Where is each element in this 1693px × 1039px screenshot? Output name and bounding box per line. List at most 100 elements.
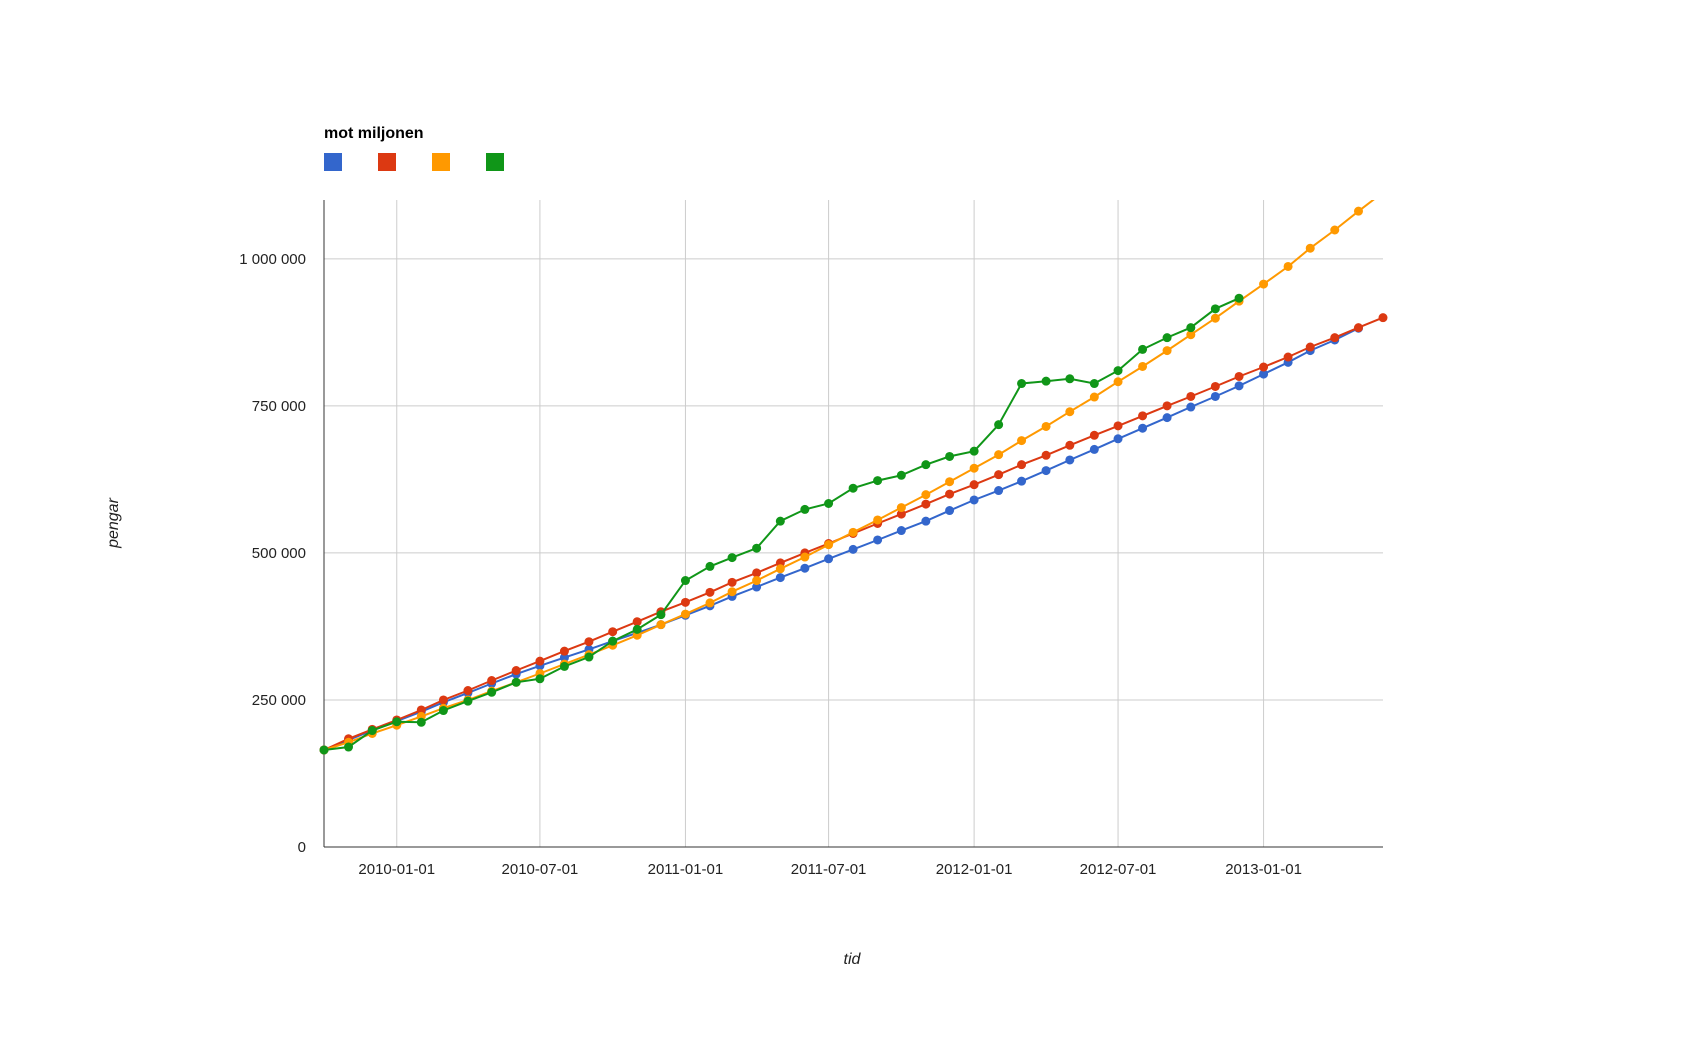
legend-title: mot miljonen: [324, 125, 424, 142]
data-point: [873, 476, 883, 486]
y-tick-label: 750 000: [252, 398, 306, 415]
data-point: [632, 624, 642, 634]
data-point: [656, 610, 666, 620]
data-point: [1017, 460, 1027, 470]
data-point: [945, 489, 955, 499]
data-point: [1234, 293, 1244, 303]
data-point: [775, 573, 785, 583]
y-tick-label: 250 000: [252, 692, 306, 709]
data-point: [1162, 413, 1172, 423]
data-point: [1138, 344, 1148, 354]
data-point: [1234, 371, 1244, 381]
data-point: [824, 554, 834, 564]
y-axis-tick-labels: 0 250 000 500 000 750 000 1 000 000: [239, 251, 306, 856]
data-point: [752, 576, 762, 586]
data-point: [1089, 430, 1099, 440]
x-tick-label: 2010-01-01: [358, 861, 435, 878]
data-point: [1113, 434, 1123, 444]
gridlines: [324, 200, 1383, 847]
data-point: [559, 646, 569, 656]
data-point: [487, 687, 497, 697]
data-point: [1210, 313, 1220, 323]
data-point: [1283, 352, 1293, 362]
data-point: [969, 495, 979, 505]
x-axis-title: tid: [844, 951, 862, 968]
data-point: [994, 450, 1004, 460]
data-point: [1041, 466, 1051, 476]
data-point: [1162, 346, 1172, 356]
data-point: [848, 483, 858, 493]
data-point: [775, 564, 785, 574]
data-point: [1186, 391, 1196, 401]
data-point: [945, 477, 955, 487]
data-point: [752, 582, 762, 592]
x-tick-label: 2012-01-01: [936, 861, 1013, 878]
data-point: [727, 587, 737, 597]
data-point: [1113, 377, 1123, 387]
data-point: [367, 726, 377, 736]
data-point: [1162, 401, 1172, 411]
x-tick-label: 2013-01-01: [1225, 861, 1302, 878]
data-point: [1353, 323, 1363, 333]
legend-swatch-4: [486, 153, 504, 171]
data-point: [608, 627, 618, 637]
data-point: [824, 499, 834, 509]
data-point: [438, 695, 448, 705]
data-point: [1089, 379, 1099, 389]
data-point: [705, 561, 715, 571]
data-point: [1259, 369, 1269, 379]
data-point: [463, 686, 473, 696]
data-point: [1186, 330, 1196, 340]
data-point: [1259, 279, 1269, 289]
data-point: [1162, 333, 1172, 343]
data-point: [896, 470, 906, 480]
data-point: [848, 527, 858, 537]
data-point: [632, 617, 642, 627]
data-point: [969, 446, 979, 456]
legend-swatch-1: [324, 153, 342, 171]
data-point: [896, 526, 906, 536]
legend-swatch-3: [432, 153, 450, 171]
series-3: [319, 200, 1375, 755]
data-point: [1017, 436, 1027, 446]
data-point: [1065, 455, 1075, 465]
data-point: [438, 706, 448, 716]
data-point: [1305, 342, 1315, 352]
data-point: [705, 598, 715, 608]
data-point: [1330, 225, 1340, 235]
data-point: [1017, 476, 1027, 486]
data-point: [727, 577, 737, 587]
x-axis-tick-labels: 2010-01-01 2010-07-01 2011-01-01 2011-07-01…: [358, 861, 1302, 878]
data-point: [1210, 381, 1220, 391]
data-point: [775, 516, 785, 526]
legend: [324, 153, 504, 171]
data-point: [392, 717, 402, 727]
data-point: [921, 499, 931, 509]
series-4: [319, 293, 1244, 755]
data-point: [994, 420, 1004, 430]
data-point: [487, 676, 497, 686]
x-tick-label: 2010-07-01: [502, 861, 579, 878]
data-point: [969, 480, 979, 490]
data-point: [1065, 407, 1075, 417]
data-point: [873, 515, 883, 525]
data-point: [994, 486, 1004, 496]
data-point: [535, 674, 545, 684]
data-point: [511, 666, 521, 676]
data-point: [1234, 381, 1244, 391]
x-tick-label: 2011-07-01: [791, 861, 867, 878]
data-point: [1089, 444, 1099, 454]
data-point: [752, 568, 762, 578]
data-point: [680, 576, 690, 586]
data-point: [319, 745, 329, 755]
data-point: [1138, 411, 1148, 421]
data-point: [1186, 402, 1196, 412]
data-point: [800, 563, 810, 573]
data-point: [1353, 206, 1363, 216]
data-point: [1113, 421, 1123, 431]
data-point: [1305, 243, 1315, 253]
series-layer: [319, 200, 1388, 755]
data-point: [1041, 421, 1051, 431]
data-point: [1210, 391, 1220, 401]
